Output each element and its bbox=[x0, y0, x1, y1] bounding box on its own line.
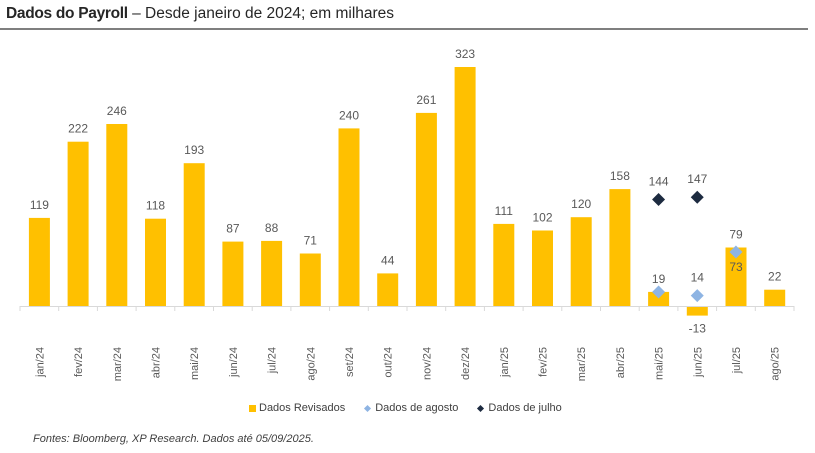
source-note: Fontes: Bloomberg, XP Research. Dados at… bbox=[33, 433, 314, 445]
x-tick-label: abr/24 bbox=[151, 347, 163, 378]
x-tick-label: mar/25 bbox=[576, 347, 588, 381]
bar-value-label: 193 bbox=[184, 143, 204, 157]
chart-title: Dados do Payroll – Desde janeiro de 2024… bbox=[6, 5, 394, 23]
bar-value-label: 119 bbox=[30, 198, 49, 212]
x-tick-label: jan/25 bbox=[499, 347, 511, 378]
bar-mai-25 bbox=[648, 291, 670, 306]
marker-julho-mai-25 bbox=[652, 192, 666, 206]
marker-value-label: 144 bbox=[649, 174, 669, 188]
x-tick-label: mai/25 bbox=[654, 347, 666, 380]
bar-abr-24 bbox=[145, 218, 166, 306]
legend-label: Dados de julho bbox=[488, 402, 562, 414]
bar-value-label: 246 bbox=[107, 104, 127, 118]
x-tick-label: jan/24 bbox=[34, 347, 46, 378]
bar-jun-25 bbox=[686, 306, 708, 316]
marker-value-label: 73 bbox=[729, 260, 743, 274]
x-tick-label: ago/24 bbox=[305, 347, 317, 381]
bar-out-24 bbox=[377, 273, 399, 306]
bar-value-label: 88 bbox=[265, 221, 279, 235]
bar-mar-25 bbox=[570, 217, 592, 306]
chart-legend: Dados Revisados Dados de agosto Dados de… bbox=[249, 402, 562, 414]
bar-value-label: 240 bbox=[339, 108, 359, 122]
bar-value-label: 87 bbox=[226, 222, 240, 236]
bar-dez-24 bbox=[454, 67, 476, 306]
marker-agosto-jul-25 bbox=[729, 245, 743, 259]
x-tick-label: jun/24 bbox=[228, 347, 240, 378]
x-tick-label: jun/25 bbox=[692, 347, 704, 378]
bar-jan-25 bbox=[493, 223, 515, 306]
legend-diamond-light-icon bbox=[364, 404, 372, 412]
title-divider bbox=[0, 28, 808, 30]
bar-nov-24 bbox=[415, 112, 437, 307]
x-tick-label: out/24 bbox=[383, 347, 395, 378]
bar-set-24 bbox=[338, 128, 360, 306]
bar-jan-24 bbox=[28, 217, 50, 306]
bar-value-label: 120 bbox=[571, 197, 591, 211]
bar-value-label: -13 bbox=[689, 322, 707, 336]
bar-jun-24 bbox=[222, 241, 244, 306]
bar-mar-24 bbox=[106, 124, 128, 306]
bar-value-label: 71 bbox=[304, 234, 318, 248]
x-tick-label: abr/25 bbox=[615, 347, 627, 378]
bar-abr-25 bbox=[609, 189, 631, 306]
bar-value-label: 261 bbox=[416, 93, 436, 107]
bar-ago-24 bbox=[299, 253, 321, 306]
x-tick-label: dez/24 bbox=[460, 347, 472, 380]
bar-fev-25 bbox=[532, 230, 553, 306]
bar-value-label: 22 bbox=[768, 270, 782, 284]
bar-value-label: 44 bbox=[381, 253, 395, 267]
legend-item-revisados: Dados Revisados bbox=[249, 402, 345, 414]
chart-title-rest: – Desde janeiro de 2024; em milhares bbox=[127, 5, 395, 22]
bar-value-label: 111 bbox=[495, 204, 514, 218]
x-tick-label: jul/24 bbox=[267, 347, 279, 374]
bar-jul-25 bbox=[725, 247, 747, 306]
bar-mai-24 bbox=[183, 163, 205, 306]
chart-title-bold: Dados do Payroll bbox=[6, 5, 128, 22]
legend-label: Dados Revisados bbox=[259, 402, 346, 414]
bar-value-label: 79 bbox=[729, 228, 743, 242]
x-tick-label: ago/25 bbox=[770, 347, 782, 381]
marker-julho-jun-25 bbox=[690, 190, 704, 204]
bar-ago-25 bbox=[764, 289, 786, 306]
bar-fev-24 bbox=[67, 141, 89, 306]
bar-value-label: 222 bbox=[68, 122, 88, 136]
marker-value-label: 14 bbox=[691, 271, 705, 285]
marker-value-label: 147 bbox=[687, 172, 707, 186]
x-tick-label: fev/24 bbox=[73, 347, 85, 377]
x-tick-label: jul/25 bbox=[731, 347, 743, 374]
payroll-chart: 119 222 246 118 193 87 88 71 240 44 261 323 111 102 12… bbox=[19, 47, 795, 381]
legend-diamond-dark-icon bbox=[477, 404, 485, 412]
bar-value-label: 102 bbox=[532, 211, 552, 225]
x-tick-label: mai/24 bbox=[189, 347, 201, 380]
bar-value-label: 118 bbox=[146, 199, 165, 213]
bar-jul-24 bbox=[261, 240, 283, 306]
legend-item-julho: Dados de julho bbox=[476, 402, 562, 414]
marker-agosto-jun-25 bbox=[690, 289, 704, 303]
bar-value-label: 323 bbox=[455, 47, 475, 61]
marker-agosto-mai-25 bbox=[652, 285, 666, 299]
x-tick-label: fev/25 bbox=[538, 347, 550, 377]
legend-item-agosto: Dados de agosto bbox=[363, 402, 458, 414]
x-tick-label: nov/24 bbox=[421, 347, 433, 380]
legend-swatch-bar-icon bbox=[249, 404, 256, 412]
bar-value-label: 19 bbox=[652, 272, 666, 286]
x-tick-label: set/24 bbox=[344, 347, 356, 377]
x-tick-label: mar/24 bbox=[112, 347, 124, 381]
bar-value-label: 158 bbox=[610, 169, 630, 183]
legend-label: Dados de agosto bbox=[375, 402, 459, 414]
